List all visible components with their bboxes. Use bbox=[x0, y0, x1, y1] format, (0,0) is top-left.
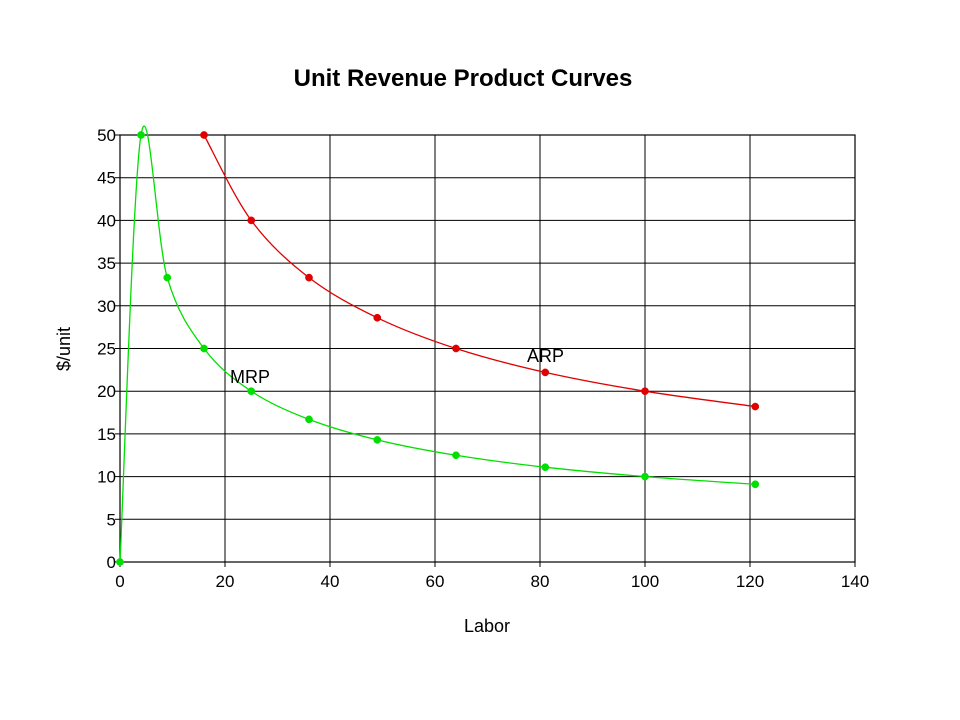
y-tick-label: 45 bbox=[97, 169, 116, 188]
x-tick-label: 120 bbox=[736, 572, 764, 591]
data-point-mrp bbox=[373, 436, 382, 444]
y-tick-label: 25 bbox=[97, 340, 116, 359]
data-point-mrp bbox=[200, 344, 208, 353]
data-point-arp bbox=[373, 313, 382, 322]
y-tick-label: 30 bbox=[97, 297, 116, 316]
y-axis-label: $/unit bbox=[54, 327, 74, 371]
series-arp: ARP bbox=[200, 131, 760, 411]
y-tick-label: 10 bbox=[97, 468, 116, 487]
data-point-arp bbox=[452, 344, 460, 353]
x-tick-label: 60 bbox=[426, 572, 445, 591]
data-point-arp bbox=[200, 131, 208, 139]
plot-area bbox=[119, 134, 856, 563]
data-point-arp bbox=[247, 216, 256, 225]
data-point-arp bbox=[751, 402, 760, 411]
data-point-mrp bbox=[751, 480, 760, 489]
x-tick-label: 20 bbox=[216, 572, 235, 591]
data-point-mrp bbox=[641, 472, 649, 481]
x-tick-label: 0 bbox=[115, 572, 124, 591]
data-point-arp bbox=[541, 368, 550, 377]
y-tick-label: 0 bbox=[107, 553, 116, 572]
x-tick-label: 80 bbox=[531, 572, 550, 591]
series-line-arp bbox=[203, 134, 756, 408]
gridlines bbox=[115, 134, 856, 567]
y-tick-label: 50 bbox=[97, 126, 116, 145]
data-point-mrp bbox=[163, 273, 172, 282]
y-tick-label: 40 bbox=[97, 211, 116, 230]
data-point-mrp bbox=[247, 387, 256, 396]
series-mrp: MRP bbox=[116, 125, 760, 566]
data-point-arp bbox=[305, 273, 313, 282]
data-point-mrp bbox=[452, 451, 460, 460]
data-point-arp bbox=[641, 387, 649, 396]
x-tick-label: 100 bbox=[631, 572, 659, 591]
series: ARP MRP bbox=[116, 125, 760, 566]
data-point-mrp bbox=[116, 558, 124, 566]
x-tick-label: 40 bbox=[321, 572, 340, 591]
y-tick-label: 20 bbox=[97, 382, 116, 401]
chart-title: Unit Revenue Product Curves bbox=[294, 65, 633, 92]
series-label-mrp: MRP bbox=[230, 367, 270, 387]
x-axis-label: Labor bbox=[464, 616, 510, 636]
y-tick-label: 5 bbox=[107, 510, 116, 529]
data-point-mrp bbox=[305, 415, 313, 424]
x-tick-label: 140 bbox=[841, 572, 869, 591]
series-label-arp: ARP bbox=[527, 346, 564, 366]
data-point-mrp bbox=[541, 463, 550, 472]
tick-labels: 0 5 10 15 20 25 30 35 40 45 50 0 20 40 60 80 100 120 140 bbox=[97, 126, 869, 591]
y-tick-label: 15 bbox=[97, 425, 116, 444]
y-tick-label: 35 bbox=[97, 254, 116, 273]
series-line-mrp bbox=[119, 125, 756, 563]
data-point-mrp bbox=[137, 131, 145, 139]
